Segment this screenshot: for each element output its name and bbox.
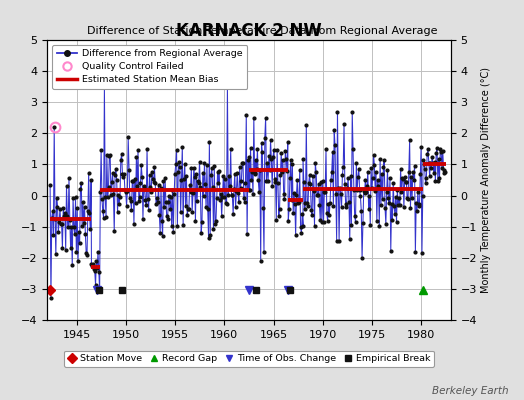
Legend: Station Move, Record Gap, Time of Obs. Change, Empirical Break: Station Move, Record Gap, Time of Obs. C… xyxy=(64,350,434,367)
Text: Difference of Station Temperature Data from Regional Average: Difference of Station Temperature Data f… xyxy=(87,26,437,36)
Y-axis label: Monthly Temperature Anomaly Difference (°C): Monthly Temperature Anomaly Difference (… xyxy=(481,67,491,293)
Title: KARNACK 2 NW: KARNACK 2 NW xyxy=(176,22,322,40)
Text: Berkeley Earth: Berkeley Earth xyxy=(432,386,508,396)
